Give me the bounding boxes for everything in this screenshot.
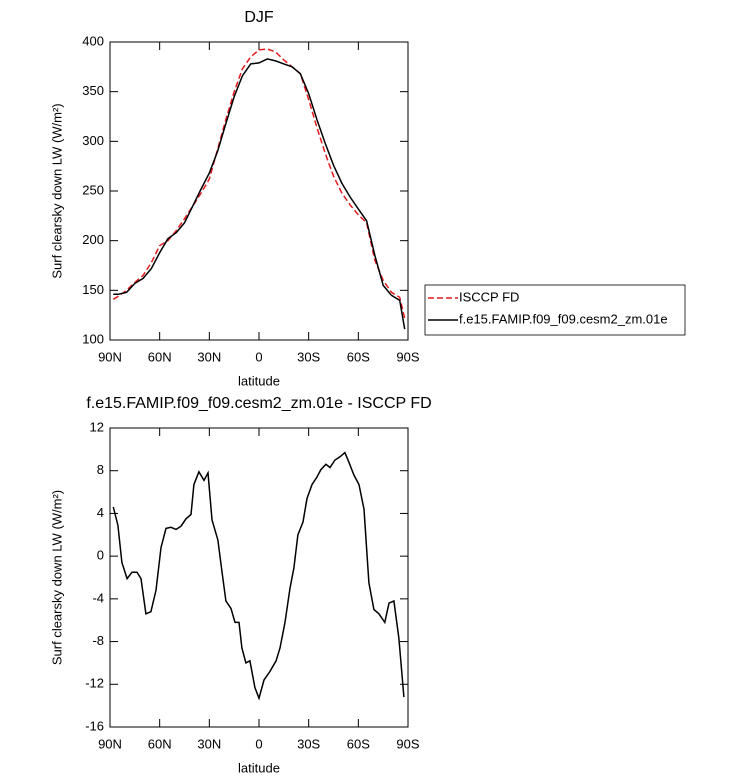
x-tick-label: 90N bbox=[98, 349, 122, 364]
series-line bbox=[113, 58, 406, 330]
x-tick-label: 60N bbox=[148, 736, 172, 751]
x-tick-label: 30S bbox=[297, 736, 320, 751]
y-axis-label: Surf clearsky down LW (W/m²) bbox=[49, 490, 64, 665]
x-tick-label: 0 bbox=[255, 736, 262, 751]
y-tick-label: 8 bbox=[97, 462, 104, 477]
y-tick-label: -12 bbox=[85, 676, 104, 691]
legend-label: f.e15.FAMIP.f09_f09.cesm2_zm.01e bbox=[459, 311, 668, 326]
legend-box bbox=[424, 284, 686, 336]
series-line bbox=[112, 451, 405, 701]
x-tick-label: 90S bbox=[396, 736, 419, 751]
chart-title: f.e15.FAMIP.f09_f09.cesm2_zm.01e - ISCCP… bbox=[86, 395, 431, 412]
series-line bbox=[112, 48, 406, 319]
x-tick-label: 30S bbox=[297, 349, 320, 364]
y-tick-label: 400 bbox=[82, 33, 104, 48]
x-tick-label: 30N bbox=[197, 349, 221, 364]
x-axis-label: latitude bbox=[238, 760, 280, 775]
y-tick-label: 4 bbox=[97, 505, 104, 520]
x-tick-label: 0 bbox=[255, 349, 262, 364]
plot-frame bbox=[109, 41, 409, 341]
x-tick-label: 30N bbox=[197, 736, 221, 751]
legend-label: ISCCP FD bbox=[459, 289, 519, 304]
y-tick-label: 250 bbox=[82, 182, 104, 197]
y-tick-label: -4 bbox=[92, 590, 104, 605]
y-tick-label: 12 bbox=[90, 419, 104, 434]
y-tick-label: 150 bbox=[82, 282, 104, 297]
x-tick-label: 90S bbox=[396, 349, 419, 364]
y-tick-label: 350 bbox=[82, 83, 104, 98]
y-axis-label: Surf clearsky down LW (W/m²) bbox=[49, 103, 64, 278]
plot-frame bbox=[109, 427, 409, 728]
x-axis-label: latitude bbox=[238, 373, 280, 388]
y-tick-label: -16 bbox=[85, 718, 104, 733]
x-tick-label: 60N bbox=[148, 349, 172, 364]
y-tick-label: -8 bbox=[92, 633, 104, 648]
y-tick-label: 300 bbox=[82, 133, 104, 148]
y-tick-label: 200 bbox=[82, 232, 104, 247]
x-tick-label: 90N bbox=[98, 736, 122, 751]
y-tick-label: 0 bbox=[97, 548, 104, 563]
x-tick-label: 60S bbox=[347, 349, 370, 364]
x-tick-label: 60S bbox=[347, 736, 370, 751]
y-tick-label: 100 bbox=[82, 331, 104, 346]
chart-title: DJF bbox=[244, 9, 274, 26]
